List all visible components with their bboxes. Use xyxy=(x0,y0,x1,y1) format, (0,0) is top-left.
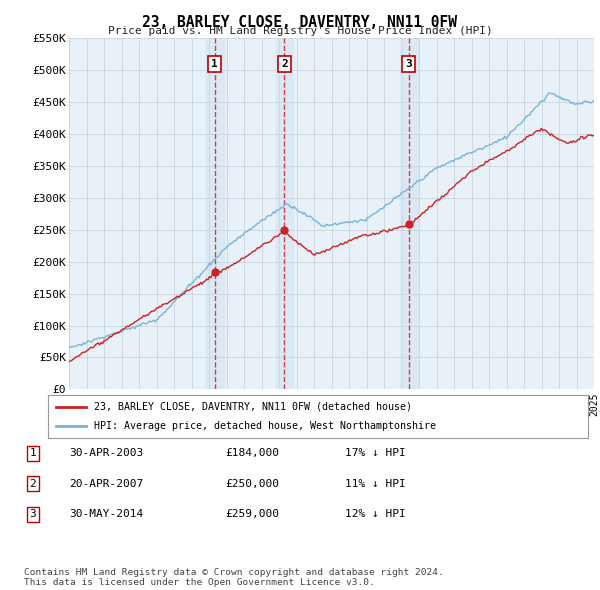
Text: 30-APR-2003: 30-APR-2003 xyxy=(69,448,143,458)
Text: 12% ↓ HPI: 12% ↓ HPI xyxy=(345,510,406,519)
Text: 17% ↓ HPI: 17% ↓ HPI xyxy=(345,448,406,458)
Text: 23, BARLEY CLOSE, DAVENTRY, NN11 0FW: 23, BARLEY CLOSE, DAVENTRY, NN11 0FW xyxy=(143,15,458,30)
Text: 30-MAY-2014: 30-MAY-2014 xyxy=(69,510,143,519)
Text: Contains HM Land Registry data © Crown copyright and database right 2024.
This d: Contains HM Land Registry data © Crown c… xyxy=(24,568,444,587)
Text: 23, BARLEY CLOSE, DAVENTRY, NN11 0FW (detached house): 23, BARLEY CLOSE, DAVENTRY, NN11 0FW (de… xyxy=(94,402,412,412)
Text: £184,000: £184,000 xyxy=(225,448,279,458)
Bar xyxy=(400,38,418,389)
Text: HPI: Average price, detached house, West Northamptonshire: HPI: Average price, detached house, West… xyxy=(94,421,436,431)
Text: 1: 1 xyxy=(29,448,37,458)
Text: 3: 3 xyxy=(406,59,412,69)
Text: 3: 3 xyxy=(29,510,37,519)
Text: Price paid vs. HM Land Registry's House Price Index (HPI): Price paid vs. HM Land Registry's House … xyxy=(107,26,493,36)
Bar xyxy=(275,38,293,389)
Text: 2: 2 xyxy=(281,59,287,69)
Text: £259,000: £259,000 xyxy=(225,510,279,519)
Text: 1: 1 xyxy=(211,59,218,69)
Text: 2: 2 xyxy=(29,479,37,489)
Bar xyxy=(206,38,224,389)
Text: 11% ↓ HPI: 11% ↓ HPI xyxy=(345,479,406,489)
Text: £250,000: £250,000 xyxy=(225,479,279,489)
Text: 20-APR-2007: 20-APR-2007 xyxy=(69,479,143,489)
